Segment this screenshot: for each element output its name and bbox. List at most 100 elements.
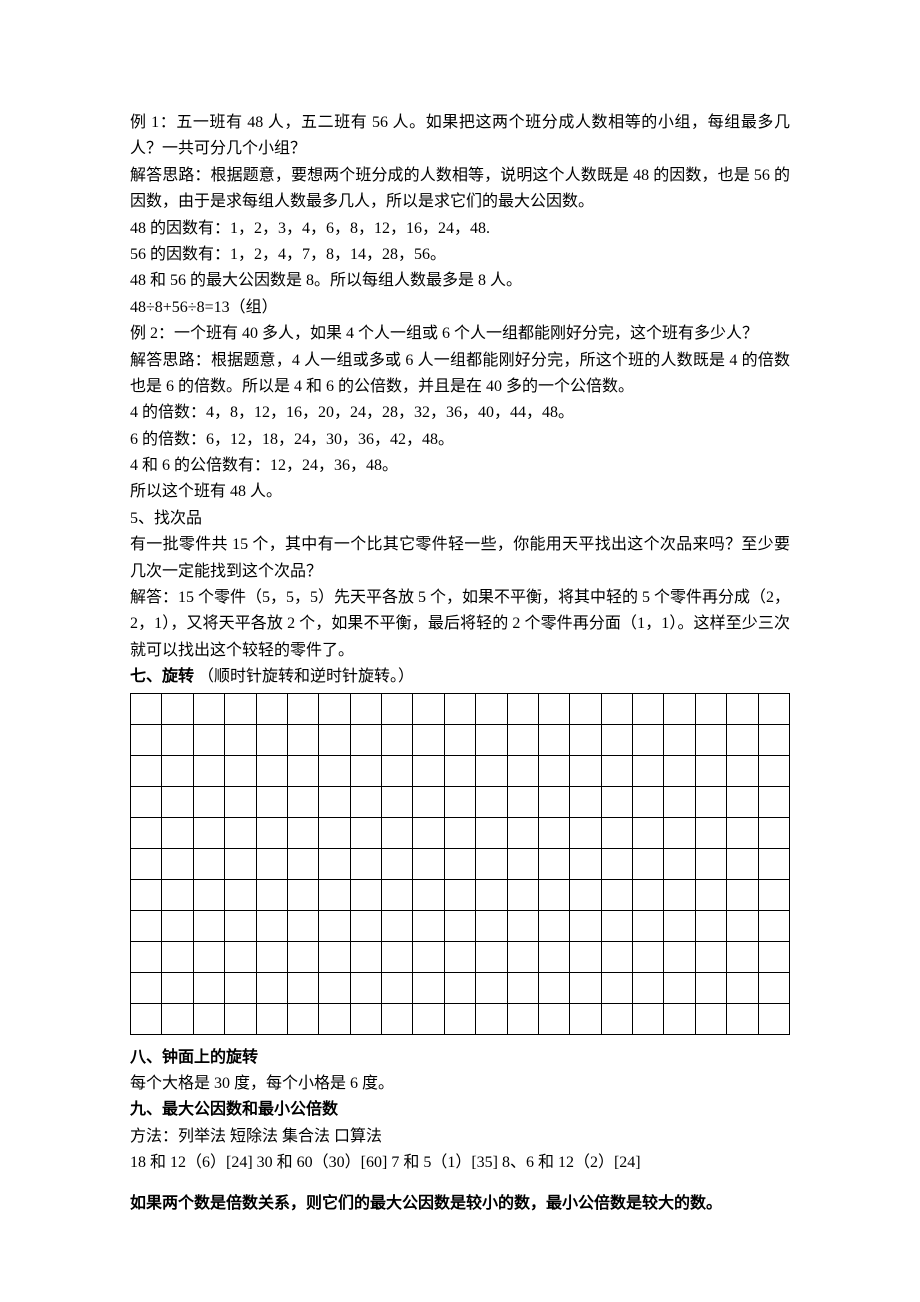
grid-cell	[131, 910, 162, 941]
grid-cell	[538, 848, 569, 879]
grid-cell	[225, 817, 256, 848]
grid-cell	[350, 755, 381, 786]
grid-cell	[319, 910, 350, 941]
grid-cell	[538, 786, 569, 817]
grid-cell	[601, 755, 632, 786]
section-7-heading: 七、旋转 （顺时针旋转和逆时针旋转。）	[130, 664, 790, 690]
grid-cell	[476, 724, 507, 755]
grid-cell	[225, 848, 256, 879]
grid-cell	[570, 817, 601, 848]
paragraph: 48÷8+56÷8=13（组）	[130, 295, 790, 321]
grid-cell	[131, 879, 162, 910]
grid-cell	[319, 724, 350, 755]
grid-cell	[507, 1003, 538, 1034]
grid-cell	[601, 786, 632, 817]
grid-cell	[664, 693, 695, 724]
grid-cell	[570, 879, 601, 910]
grid-cell	[162, 786, 193, 817]
grid-cell	[507, 941, 538, 972]
grid-cell	[758, 972, 790, 1003]
rule-statement: 如果两个数是倍数关系，则它们的最大公因数是较小的数，最小公倍数是较大的数。	[130, 1191, 790, 1217]
grid-cell	[695, 972, 726, 1003]
grid-cell	[695, 755, 726, 786]
grid-cell	[319, 848, 350, 879]
paragraph: 6 的倍数：6，12，18，24，30，36，42，48。	[130, 427, 790, 453]
grid-cell	[727, 755, 758, 786]
grid-cell	[162, 724, 193, 755]
grid-cell	[476, 817, 507, 848]
grid-cell	[476, 755, 507, 786]
grid-cell	[664, 786, 695, 817]
grid-cell	[319, 1003, 350, 1034]
grid-cell	[695, 879, 726, 910]
paragraph: 解答思路：根据题意，要想两个班分成的人数相等，说明这个人数既是 48 的因数，也…	[130, 163, 790, 216]
grid-cell	[162, 879, 193, 910]
grid-cell	[444, 941, 475, 972]
grid-cell	[664, 1003, 695, 1034]
grid-cell	[664, 817, 695, 848]
grid-cell	[350, 910, 381, 941]
grid-cell	[162, 755, 193, 786]
grid-cell	[350, 724, 381, 755]
grid-cell	[727, 910, 758, 941]
grid-cell	[476, 848, 507, 879]
grid-cell	[319, 693, 350, 724]
grid-cell	[507, 972, 538, 1003]
grid-cell	[444, 1003, 475, 1034]
paragraph: 4 的倍数：4，8，12，16，20，24，28，32，36，40，44，48。	[130, 400, 790, 426]
grid-cell	[256, 1003, 287, 1034]
grid-cell	[758, 817, 790, 848]
grid-row	[131, 910, 790, 941]
grid-cell	[256, 693, 287, 724]
grid-cell	[193, 817, 224, 848]
grid-cell	[538, 879, 569, 910]
grid-cell	[413, 693, 444, 724]
grid-cell	[507, 693, 538, 724]
grid-cell	[664, 879, 695, 910]
grid-cell	[538, 1003, 569, 1034]
grid-cell	[256, 724, 287, 755]
grid-cell	[413, 972, 444, 1003]
grid-cell	[256, 755, 287, 786]
grid-cell	[633, 910, 664, 941]
rotation-grid	[130, 693, 790, 1035]
grid-cell	[507, 724, 538, 755]
grid-cell	[633, 879, 664, 910]
grid-cell	[319, 941, 350, 972]
grid-cell	[758, 879, 790, 910]
grid-cell	[162, 910, 193, 941]
grid-cell	[193, 724, 224, 755]
grid-cell	[444, 910, 475, 941]
grid-cell	[193, 786, 224, 817]
grid-cell	[538, 941, 569, 972]
grid-cell	[633, 972, 664, 1003]
section-note: （顺时针旋转和逆时针旋转。）	[194, 668, 414, 685]
grid-cell	[633, 817, 664, 848]
grid-row	[131, 941, 790, 972]
grid-cell	[758, 910, 790, 941]
grid-cell	[538, 693, 569, 724]
grid-cell	[319, 972, 350, 1003]
grid-cell	[382, 693, 413, 724]
paragraph: 18 和 12（6）[24] 30 和 60（30）[60] 7 和 5（1）[…	[130, 1150, 790, 1176]
grid-cell	[570, 755, 601, 786]
grid-cell	[444, 693, 475, 724]
grid-cell	[633, 724, 664, 755]
grid-cell	[570, 910, 601, 941]
grid-cell	[758, 1003, 790, 1034]
grid-cell	[225, 972, 256, 1003]
grid-cell	[695, 941, 726, 972]
grid-cell	[162, 941, 193, 972]
grid-cell	[350, 848, 381, 879]
grid-cell	[350, 972, 381, 1003]
grid-cell	[601, 941, 632, 972]
grid-cell	[287, 724, 318, 755]
grid-cell	[758, 755, 790, 786]
grid-cell	[727, 941, 758, 972]
grid-row	[131, 848, 790, 879]
paragraph: 每个大格是 30 度，每个小格是 6 度。	[130, 1071, 790, 1097]
grid-cell	[256, 941, 287, 972]
grid-cell	[131, 972, 162, 1003]
paragraph: 所以这个班有 48 人。	[130, 479, 790, 505]
grid-cell	[444, 817, 475, 848]
